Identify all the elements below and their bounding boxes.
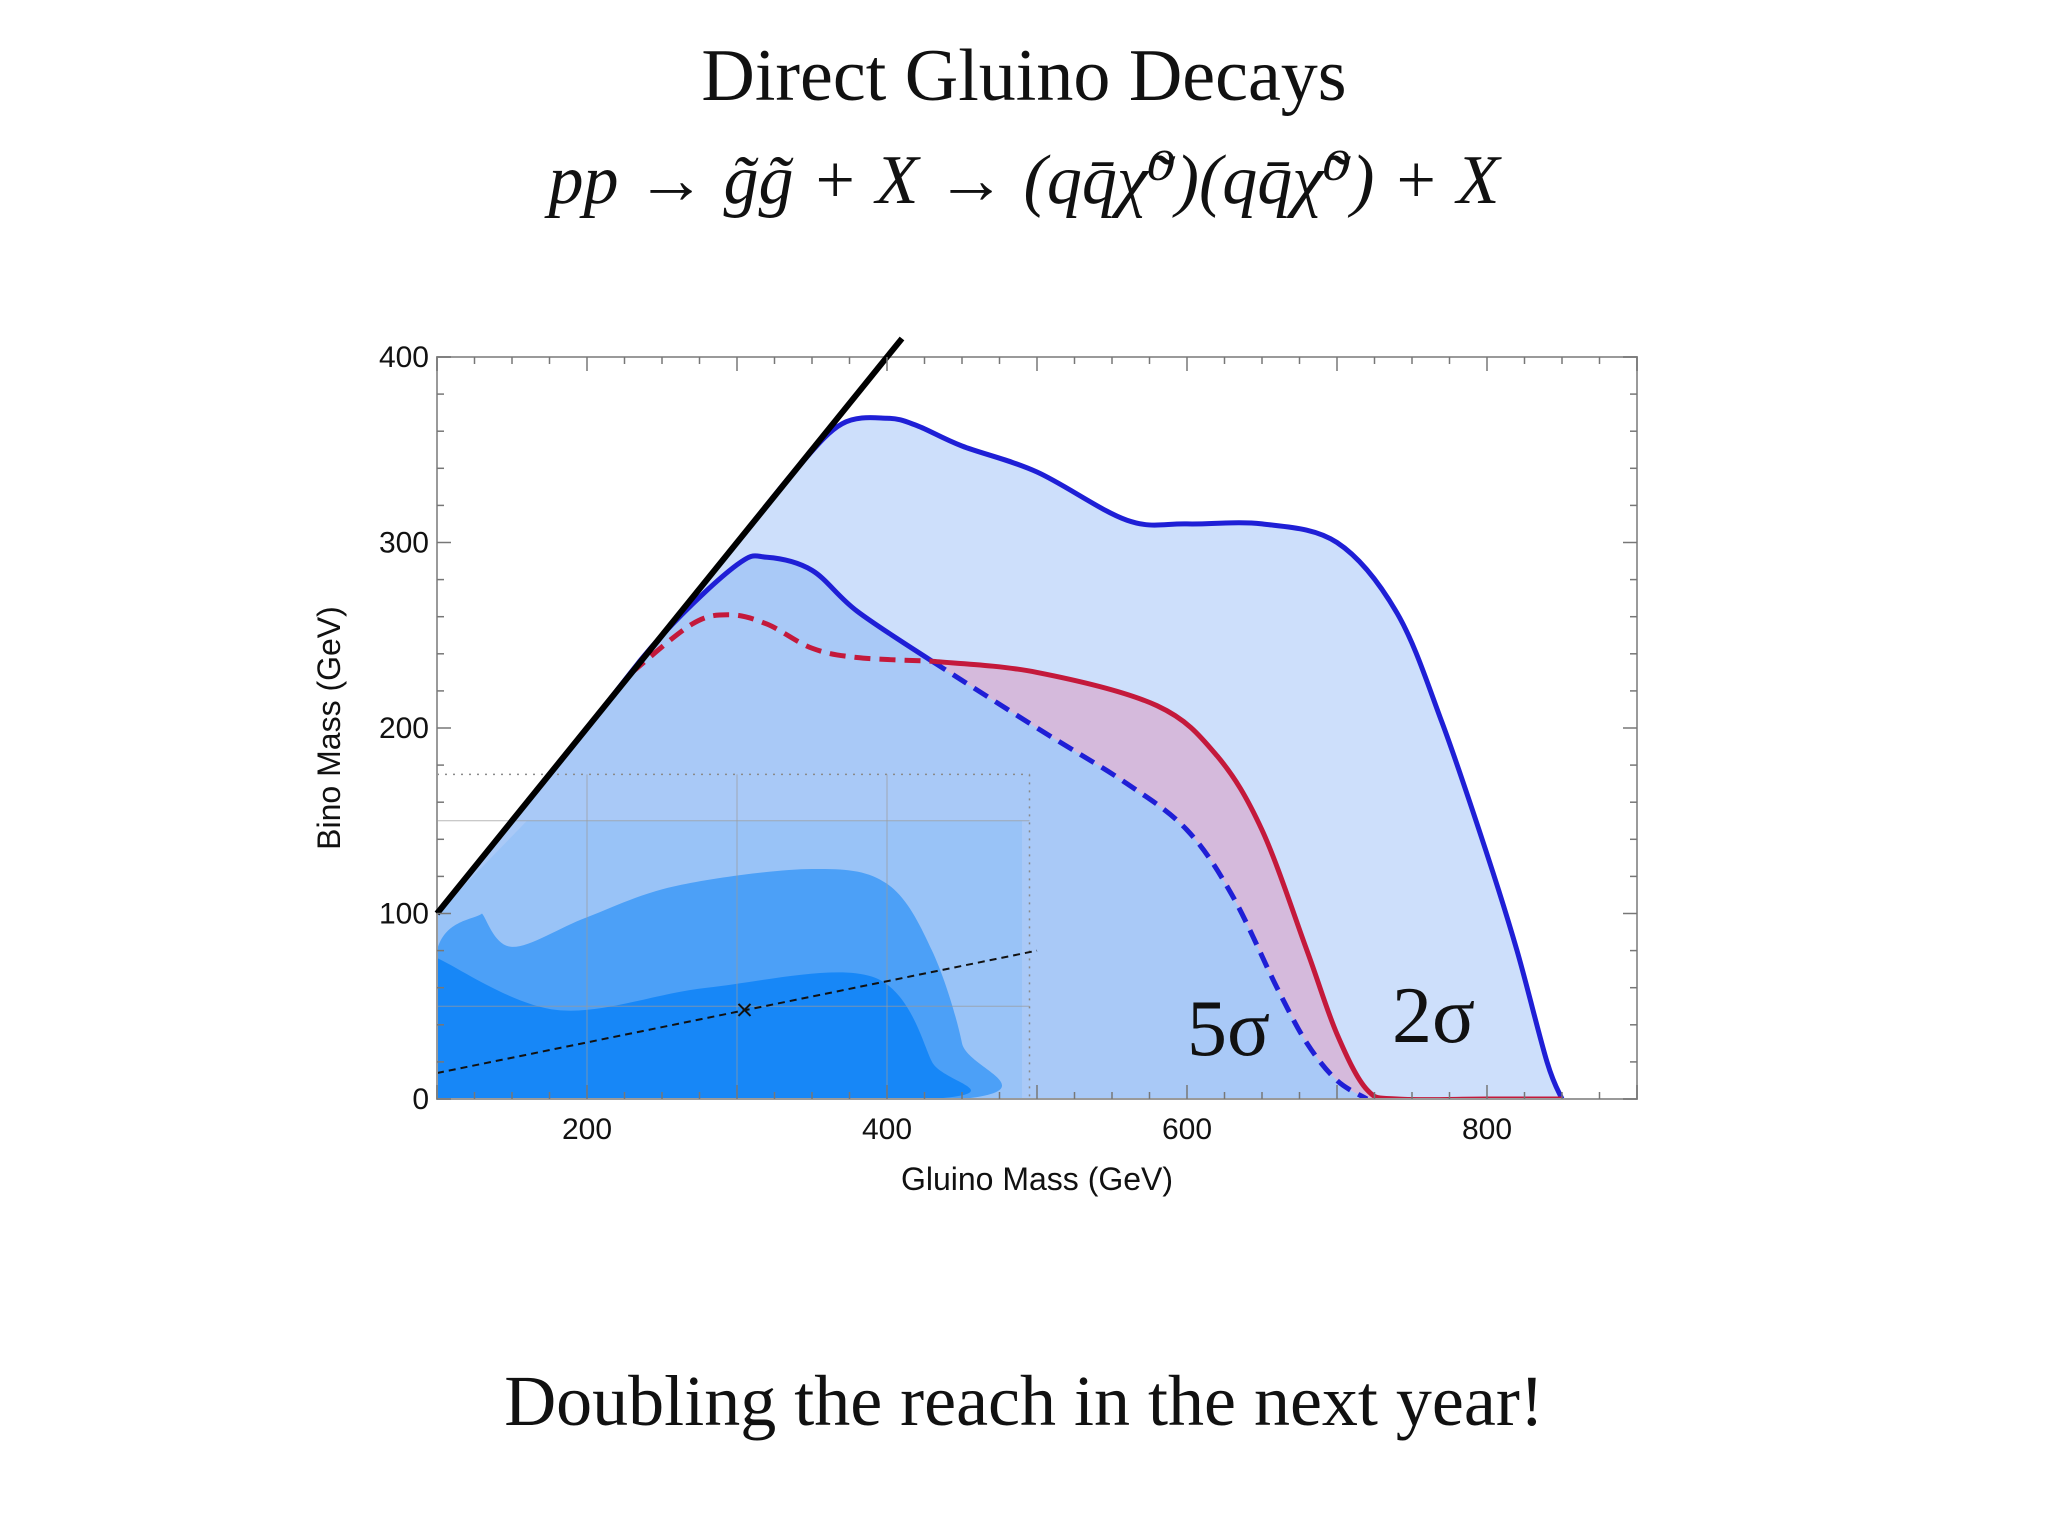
- slide-caption: Doubling the reach in the next year!: [0, 1360, 2048, 1443]
- x-tick-label: 800: [1462, 1113, 1512, 1146]
- annotation-5sigma: 5σ: [1187, 985, 1270, 1073]
- annotation-2sigma: 2σ: [1392, 972, 1475, 1060]
- y-tick-label: 0: [412, 1083, 429, 1116]
- y-axis-label: Bino Mass (GeV): [311, 606, 347, 850]
- y-tick-label: 300: [379, 527, 429, 560]
- x-tick-label: 400: [862, 1113, 912, 1146]
- y-tick-label: 100: [379, 898, 429, 931]
- x-axis-label: Gluino Mass (GeV): [901, 1161, 1173, 1197]
- y-tick-label: 200: [379, 712, 429, 745]
- x-tick-label: 600: [1162, 1113, 1212, 1146]
- x-tick-label: 200: [562, 1113, 612, 1146]
- y-tick-label: 400: [379, 341, 429, 374]
